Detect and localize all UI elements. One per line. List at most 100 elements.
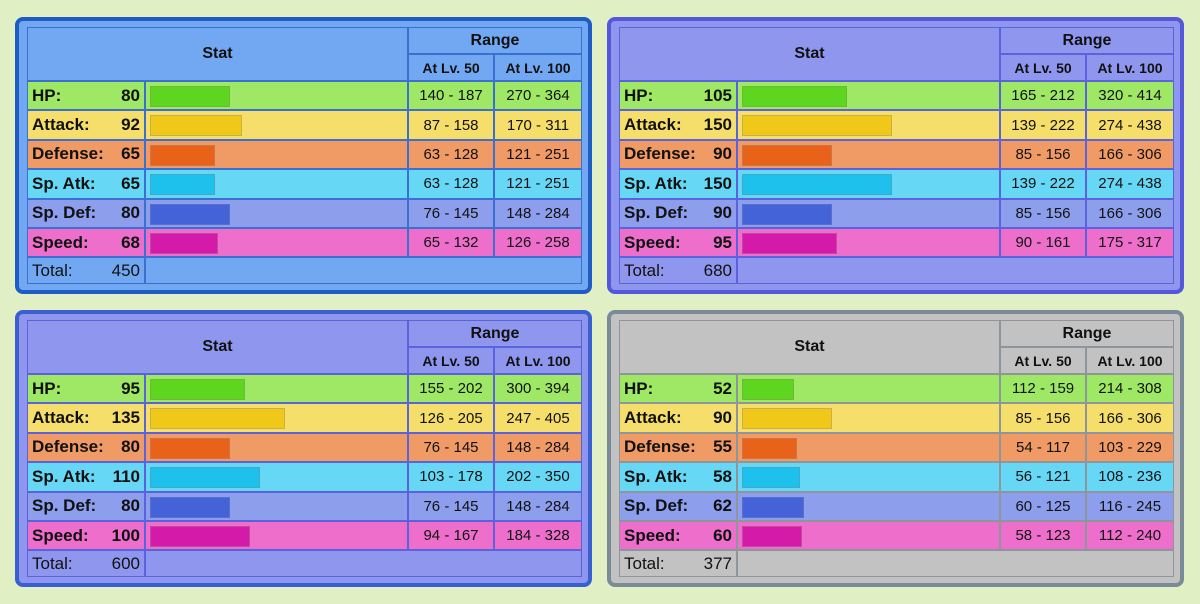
lv100-header: At Lv. 100	[494, 54, 582, 81]
total-cell: Total: 377	[619, 550, 737, 577]
stat-cell: HP: 52	[619, 374, 737, 404]
range-lv50: 94 - 167	[408, 521, 494, 551]
range-lv50: 63 - 128	[408, 169, 494, 199]
range-lv50: 85 - 156	[1000, 139, 1086, 170]
total-value: 450	[111, 260, 140, 280]
stat-bar	[150, 467, 260, 489]
range-lv100: 166 - 306	[1086, 403, 1174, 433]
range-lv100: 112 - 240	[1086, 521, 1174, 551]
stat-label: HP:	[624, 85, 654, 105]
stat-label: HP:	[32, 85, 62, 105]
stat-value: 80	[121, 203, 140, 223]
range-lv50: 54 - 117	[1000, 432, 1086, 463]
range-lv50: 58 - 123	[1000, 521, 1086, 551]
total-label: Total:	[32, 553, 73, 573]
stat-bar	[150, 496, 230, 518]
stat-value: 150	[703, 173, 732, 193]
stat-label: Defense:	[624, 437, 696, 457]
range-lv50: 85 - 156	[1000, 403, 1086, 433]
stat-cell: Speed: 68	[27, 228, 145, 258]
stat-value: 105	[703, 85, 732, 105]
stat-label: Attack:	[624, 408, 682, 428]
total-value: 600	[111, 553, 140, 573]
stat-cell: Defense: 90	[619, 139, 737, 170]
stat-value: 58	[713, 466, 732, 486]
stat-value: 90	[713, 144, 732, 164]
total-label: Total:	[624, 553, 665, 573]
range-lv100: 166 - 306	[1086, 198, 1174, 228]
stat-value: 135	[111, 408, 140, 428]
range-header: Range	[1000, 27, 1174, 54]
stat-cell: Speed: 60	[619, 521, 737, 551]
stat-label: Sp. Def:	[624, 203, 689, 223]
stat-label: Sp. Atk:	[32, 173, 96, 193]
stat-header: Stat	[27, 320, 408, 374]
stat-bar	[742, 496, 804, 518]
bar-cell	[737, 521, 1000, 551]
stat-cell: Sp. Def: 90	[619, 198, 737, 228]
range-lv50: 112 - 159	[1000, 374, 1086, 404]
range-lv50: 90 - 161	[1000, 228, 1086, 258]
range-lv100: 184 - 328	[494, 521, 582, 551]
stat-cell: Defense: 65	[27, 139, 145, 170]
total-label: Total:	[32, 260, 73, 280]
stat-bar	[150, 526, 250, 547]
lv50-header: At Lv. 50	[1000, 347, 1086, 374]
bar-cell	[145, 374, 408, 404]
stat-panel: Stat Range At Lv. 50 At Lv. 100 HP: 52 112 - 1…	[607, 310, 1184, 587]
stat-bar	[742, 174, 892, 196]
bar-cell	[737, 432, 1000, 463]
range-lv50: 126 - 205	[408, 403, 494, 433]
stat-cell: Attack: 135	[27, 403, 145, 433]
range-lv100: 121 - 251	[494, 139, 582, 170]
bar-cell	[145, 228, 408, 258]
stat-value: 55	[713, 437, 732, 457]
stat-bar	[150, 408, 285, 430]
bar-cell	[737, 403, 1000, 433]
stat-cell: Defense: 80	[27, 432, 145, 463]
stat-bar	[742, 203, 832, 225]
stat-value: 95	[713, 232, 732, 252]
range-lv100: 148 - 284	[494, 198, 582, 228]
stat-label: Speed:	[624, 525, 681, 545]
total-label: Total:	[624, 260, 665, 280]
bar-cell	[737, 228, 1000, 258]
stat-label: Defense:	[32, 437, 104, 457]
stat-cell: Sp. Atk: 58	[619, 462, 737, 492]
stat-cell: Defense: 55	[619, 432, 737, 463]
lv100-header: At Lv. 100	[494, 347, 582, 374]
stat-bar	[150, 379, 245, 400]
bar-cell	[737, 110, 1000, 140]
range-lv50: 76 - 145	[408, 198, 494, 228]
range-header: Range	[1000, 320, 1174, 347]
bar-cell	[737, 81, 1000, 111]
range-lv100: 103 - 229	[1086, 432, 1174, 463]
stat-value: 90	[713, 408, 732, 428]
range-lv100: 116 - 245	[1086, 491, 1174, 521]
lv50-header: At Lv. 50	[408, 54, 494, 81]
stat-bar	[150, 86, 230, 107]
bar-cell	[145, 491, 408, 521]
stat-bar	[150, 203, 230, 225]
stat-bar	[742, 233, 837, 254]
stat-bar	[150, 174, 215, 196]
total-filler	[145, 257, 582, 284]
stat-bar	[742, 115, 892, 137]
total-value: 377	[703, 553, 732, 573]
stat-value: 60	[713, 525, 732, 545]
stat-value: 68	[121, 232, 140, 252]
total-cell: Total: 450	[27, 257, 145, 284]
total-filler	[737, 257, 1174, 284]
stat-cell: Sp. Atk: 150	[619, 169, 737, 199]
bar-cell	[145, 403, 408, 433]
stat-value: 80	[121, 437, 140, 457]
stat-bar	[742, 379, 794, 400]
total-filler	[737, 550, 1174, 577]
stat-value: 110	[112, 466, 140, 486]
range-lv100: 148 - 284	[494, 491, 582, 521]
stat-bar	[742, 437, 797, 459]
stat-bar	[150, 233, 218, 254]
range-lv50: 85 - 156	[1000, 198, 1086, 228]
range-lv100: 274 - 438	[1086, 110, 1174, 140]
